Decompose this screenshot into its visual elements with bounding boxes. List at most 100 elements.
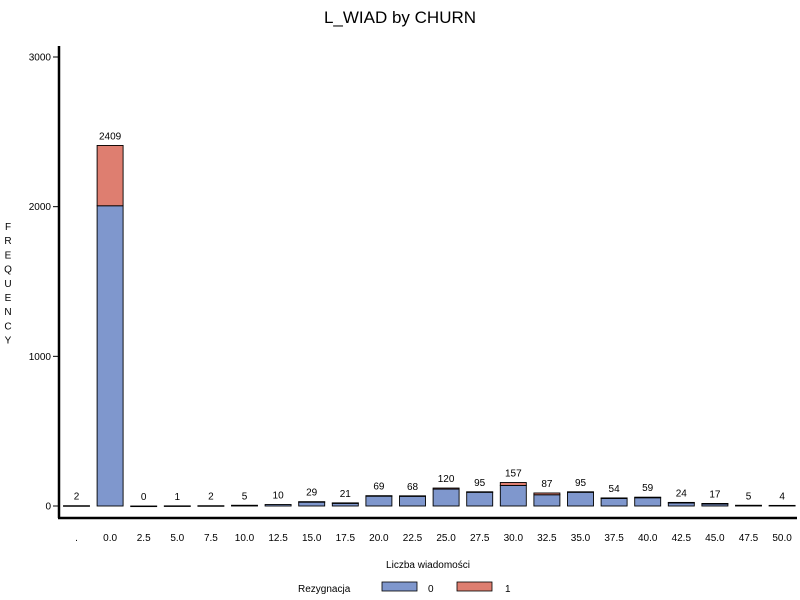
x-tick-label: 40.0 [638, 533, 658, 544]
bar-rezygnacja-0 [197, 505, 225, 507]
x-tick-label: 32.5 [537, 533, 557, 544]
y-axis-label-letter: C [4, 321, 11, 332]
y-axis-label-letter: E [5, 293, 12, 304]
x-tick-label: 10.0 [235, 533, 255, 544]
bar-rezygnacja-0 [432, 488, 460, 507]
x-tick-label: 47.5 [739, 533, 759, 544]
bar-value-label: 95 [474, 478, 486, 489]
y-axis-label-letter: Q [4, 265, 12, 276]
x-tick-label: 27.5 [470, 533, 490, 544]
bar-value-label: 4 [779, 491, 785, 502]
x-ticks: . 0.0 2.5 5.0 7.5 10.0 12.5 15.0 17.5 20.0 22.5 25.… [75, 533, 792, 544]
bar-rezygnacja-0 [365, 495, 393, 507]
bar-value-label: 24 [676, 488, 688, 499]
x-tick-label: 30.0 [504, 533, 524, 544]
bars [63, 145, 796, 508]
legend-label-1: 1 [505, 584, 511, 595]
x-tick-label: 25.0 [436, 533, 456, 544]
bar-rezygnacja-0 [499, 485, 527, 507]
bar-value-label: 5 [242, 491, 248, 502]
bar-value-label: 157 [505, 469, 522, 480]
x-tick-label: 20.0 [369, 533, 389, 544]
bar-value-label: 120 [438, 474, 455, 485]
bar-value-label: 5 [746, 491, 752, 502]
bar-rezygnacja-1 [567, 491, 594, 493]
bar-rezygnacja-0 [264, 504, 292, 507]
bar-value-label: 29 [306, 488, 318, 499]
x-axis-label: Liczba wiadomości [386, 560, 470, 571]
bar-rezygnacja-1 [533, 492, 561, 496]
x-tick-label: 12.5 [268, 533, 288, 544]
x-tick-label: 15.0 [302, 533, 322, 544]
bar-value-label: 2 [208, 492, 214, 503]
y-tick-label: 3000 [29, 53, 52, 64]
x-tick-label: 50.0 [772, 533, 792, 544]
bar-value-label: 68 [407, 482, 419, 493]
x-tick-label: 2.5 [137, 533, 151, 544]
y-axis-label-letter: R [4, 236, 11, 247]
bar-rezygnacja-0 [231, 504, 258, 507]
y-tick-label: 0 [45, 502, 51, 513]
bar-rezygnacja-1 [365, 495, 393, 497]
bar-value-label: 0 [141, 492, 147, 503]
x-tick-label: 5.0 [170, 533, 184, 544]
bar-rezygnacja-1 [634, 496, 662, 499]
bar-rezygnacja-0 [634, 497, 662, 507]
bar-rezygnacja-0 [600, 497, 628, 507]
bar-rezygnacja-1 [96, 145, 124, 207]
y-tick-label: 2000 [29, 202, 52, 213]
bar-value-label: 2409 [99, 131, 122, 142]
x-tick-label: 0.0 [103, 533, 117, 544]
bar-rezygnacja-0 [466, 491, 494, 507]
bar-value-label: 69 [373, 482, 385, 493]
bar-rezygnacja-0 [533, 494, 561, 507]
bar-value-label: 21 [340, 489, 352, 500]
bar-rezygnacja-0 [130, 505, 158, 508]
y-ticks: 0 1000 2000 3000 [29, 53, 59, 513]
bar-rezygnacja-0 [735, 504, 762, 507]
x-tick-label: 35.0 [571, 533, 591, 544]
bar-value-label: 17 [709, 489, 721, 500]
x-tick-label: 7.5 [204, 533, 218, 544]
bar-value-label: 1 [175, 492, 181, 503]
y-axis-label-letter: Y [5, 336, 12, 347]
bar-rezygnacja-0 [63, 505, 90, 507]
bar-rezygnacja-0 [567, 491, 594, 507]
legend-swatch-1 [456, 581, 493, 592]
legend: Rezygnacja 0 1 [298, 581, 511, 595]
bar-rezygnacja-0 [163, 505, 191, 507]
bar-value-label: 87 [541, 479, 553, 490]
bar-value-label: 10 [273, 491, 285, 502]
y-axis-label-letter: E [5, 250, 12, 261]
x-tick-label: . [75, 533, 78, 544]
y-axis-label-letter: F [5, 222, 11, 233]
x-tick-label: 22.5 [403, 533, 423, 544]
bar-rezygnacja-0 [96, 205, 124, 507]
bar-value-label: 95 [575, 478, 587, 489]
y-axis-label-letter: N [4, 307, 11, 318]
bar-rezygnacja-1 [432, 487, 460, 490]
bar-rezygnacja-0 [768, 504, 796, 507]
bar-rezygnacja-1 [701, 503, 729, 505]
bar-rezygnacja-1 [667, 501, 695, 504]
bar-rezygnacja-1 [600, 497, 628, 499]
bar-rezygnacja-1 [298, 501, 326, 503]
bar-rezygnacja-1 [331, 502, 359, 504]
x-tick-label: 45.0 [705, 533, 725, 544]
bar-rezygnacja-1 [499, 482, 527, 486]
x-tick-label: 17.5 [336, 533, 356, 544]
legend-title: Rezygnacja [298, 584, 351, 595]
bar-rezygnacja-1 [466, 491, 494, 493]
bar-value-label: 59 [642, 483, 654, 494]
y-tick-label: 1000 [29, 352, 52, 363]
y-axis-label-letter: U [4, 279, 11, 290]
x-tick-label: 37.5 [604, 533, 624, 544]
legend-swatch-0 [381, 581, 418, 592]
bar-rezygnacja-1 [399, 495, 426, 497]
chart-title: L_WIAD by CHURN [324, 8, 476, 27]
bar-rezygnacja-0 [399, 495, 426, 507]
x-tick-label: 42.5 [672, 533, 692, 544]
